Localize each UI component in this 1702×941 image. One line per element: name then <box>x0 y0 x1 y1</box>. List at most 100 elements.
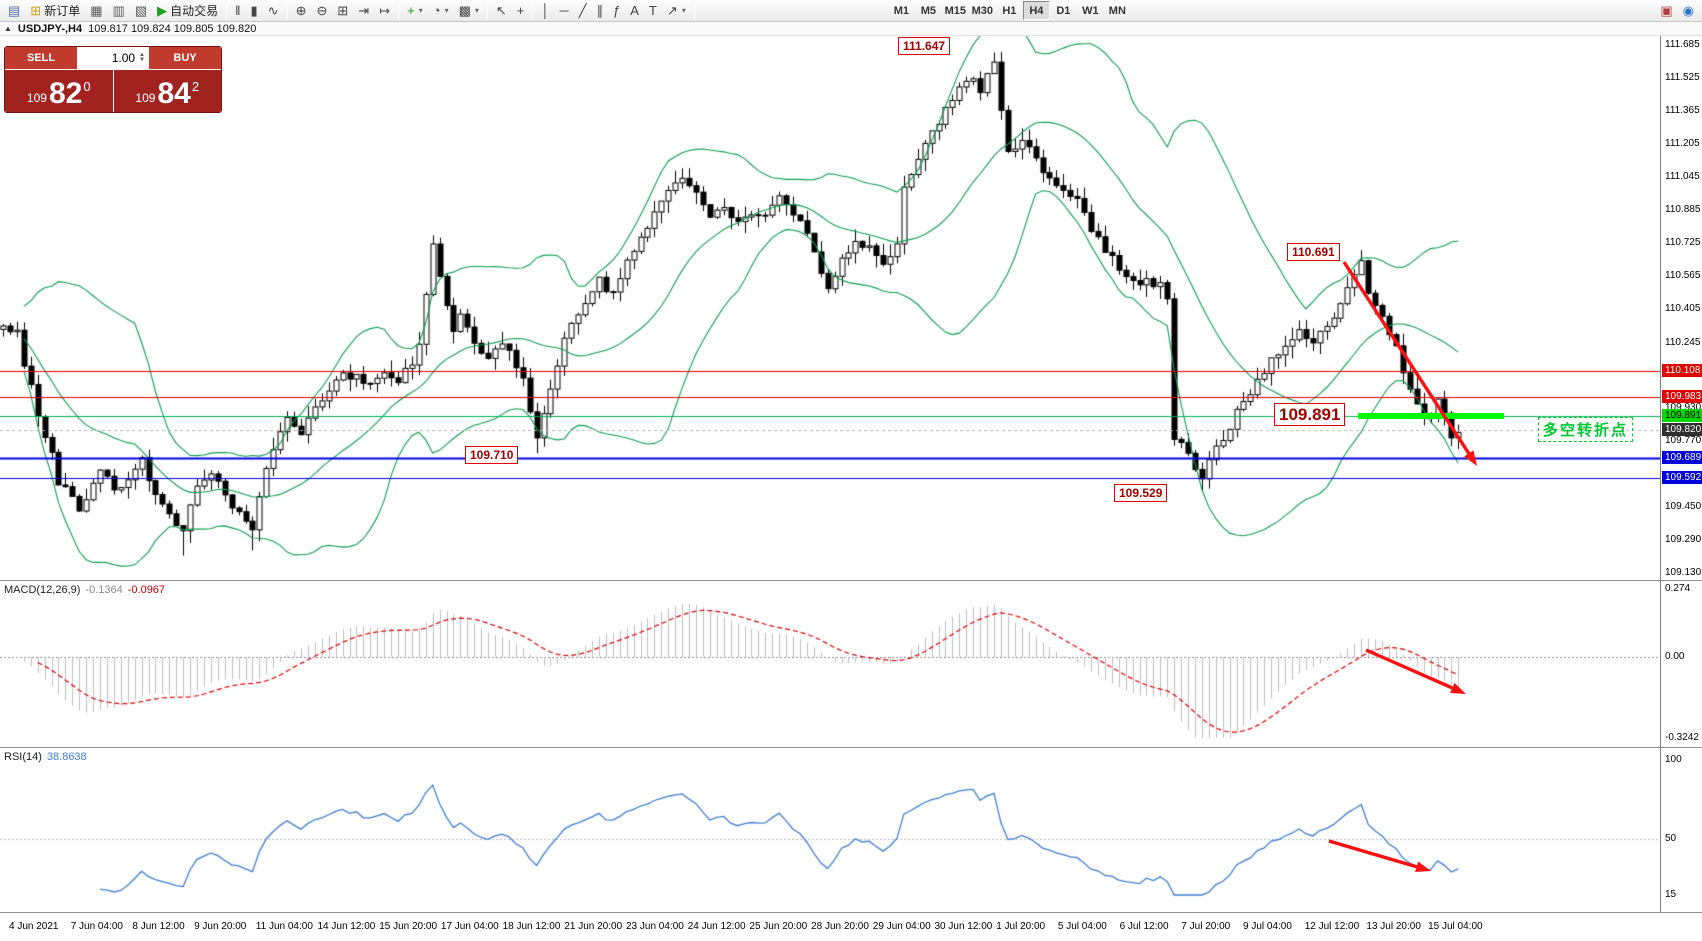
lot-decrease-icon[interactable]: ▼ <box>139 57 145 63</box>
toolbar-separator <box>226 2 228 19</box>
timeframe-w1-button[interactable]: W1 <box>1077 1 1104 20</box>
trendline-button[interactable]: ╱ <box>574 1 592 21</box>
templates-button[interactable]: ▩ ▾ <box>454 1 484 21</box>
rsi-value: 38.8638 <box>46 751 87 763</box>
time-axis-label: 11 Jun 04:00 <box>255 921 313 932</box>
horizontal-line-button[interactable]: ─ <box>555 1 574 21</box>
navigator-button[interactable]: ▧ <box>130 1 152 21</box>
fibonacci-button[interactable]: ƒ <box>608 1 625 21</box>
chart-window-button[interactable]: ▣ <box>1655 1 1677 21</box>
price-axis-badge: 109.891 <box>1662 408 1702 422</box>
toolbar: ▤ ⊞ 新订单 ▦ ▥ ▧ ▶ 自动交易 ‖ ▮ ∿ ⊕ ⊖ ⊞ ⇥ ↦ + ▾ ◔ ▾ ▩ ▾ ↖ + │ ─ ╱ ∥ ƒ A T ↗ ▾ M1… <box>0 0 1702 22</box>
chart-shift-button[interactable]: ↦ <box>374 1 395 21</box>
timeframe-h4-button[interactable]: H4 <box>1022 1 1050 20</box>
time-axis-label: 18 Jun 12:00 <box>502 921 561 932</box>
price-axis-label: 109.130 <box>1665 567 1702 579</box>
data-window-button[interactable]: ▥ <box>108 1 130 21</box>
price-axis-label: 109.450 <box>1665 501 1702 513</box>
timeframe-mn-button[interactable]: MN <box>1104 1 1131 20</box>
arrows-button[interactable]: ↗ ▾ <box>662 1 691 21</box>
tile-windows-button[interactable]: ⊞ <box>332 1 353 21</box>
help-button[interactable]: ◉ <box>1678 1 1699 21</box>
macd-value: -0.1364 <box>85 584 123 596</box>
cursor-button[interactable]: ↖ <box>491 1 512 21</box>
zoom-out-button[interactable]: ⊖ <box>311 1 332 21</box>
chart-window-icon: ▣ <box>1660 3 1673 18</box>
price-annotation-label[interactable]: 110.691 <box>1287 243 1340 261</box>
periods-button[interactable]: ◔ ▾ <box>428 1 454 21</box>
macd-panel-canvas[interactable] <box>0 581 1660 747</box>
autotrading-button[interactable]: ▶ 自动交易 <box>152 1 223 21</box>
toolbar-separator <box>693 2 695 19</box>
turning-point-annotation-label[interactable]: 多空转折点 <box>1538 417 1634 442</box>
new-chart-icon: ▤ <box>8 3 21 18</box>
text-label-button[interactable]: T <box>644 1 662 21</box>
price-axis-label: 111.205 <box>1665 137 1700 149</box>
price-annotation-label[interactable]: 111.647 <box>898 37 951 55</box>
time-axis-label: 13 Jul 20:00 <box>1366 921 1421 932</box>
candlestick-chart-button[interactable]: ▮ <box>246 1 263 21</box>
one-click-trading-panel: SELL 1.00 ▲ ▼ BUY 109 82 0 109 84 2 <box>4 46 222 113</box>
time-axis-label: 15 Jun 20:00 <box>379 921 438 932</box>
crosshair-button[interactable]: + <box>512 1 530 21</box>
fibonacci-icon: ƒ <box>613 3 621 18</box>
new-order-button[interactable]: ⊞ 新订单 <box>25 1 85 21</box>
crosshair-icon: + <box>516 3 525 18</box>
bar-chart-button[interactable]: ‖ <box>230 1 245 21</box>
chevron-down-icon: ▾ <box>681 6 686 15</box>
buy-price-display[interactable]: 109 84 2 <box>113 70 221 112</box>
price-axis-label: 111.365 <box>1665 104 1700 116</box>
zoom-in-button[interactable]: ⊕ <box>291 1 312 21</box>
price-annotation-label[interactable]: 109.891 <box>1274 403 1346 426</box>
timeframe-m15-button[interactable]: M15 <box>942 1 969 20</box>
help-icon: ◉ <box>1682 3 1694 18</box>
rsi-panel-canvas[interactable] <box>0 748 1660 912</box>
time-axis-label: 12 Jul 12:00 <box>1304 921 1360 932</box>
timeframe-m30-button[interactable]: M30 <box>969 1 996 20</box>
lot-size-field[interactable]: 1.00 ▲ ▼ <box>78 47 148 69</box>
text-label-icon: T <box>648 3 657 18</box>
main-price-chart-canvas[interactable] <box>0 36 1660 580</box>
vertical-line-button[interactable]: │ <box>536 1 554 21</box>
price-axis[interactable]: 111.685 111.525 111.365 111.205 111.045 110.8… <box>1660 36 1702 912</box>
toolbar-separator <box>286 2 288 19</box>
time-axis[interactable]: 4 Jun 2021 7 Jun 04:00 8 Jun 12:00 9 Jun 20… <box>0 913 1702 941</box>
sell-price-display[interactable]: 109 82 0 <box>5 70 113 112</box>
price-axis-badge: 109.689 <box>1662 450 1702 464</box>
zoom-out-icon: ⊖ <box>316 3 328 18</box>
line-chart-button[interactable]: ∿ <box>263 1 284 21</box>
market-watch-button[interactable]: ▦ <box>85 1 107 21</box>
timeframe-m1-button[interactable]: M1 <box>888 1 915 20</box>
buy-button[interactable]: BUY <box>149 47 221 69</box>
indicators-button[interactable]: + ▾ <box>402 1 428 21</box>
toolbar-separator <box>532 2 534 19</box>
sell-button[interactable]: SELL <box>5 47 77 69</box>
equidistant-channel-button[interactable]: ∥ <box>592 1 609 21</box>
lot-stepper[interactable]: ▲ ▼ <box>139 52 145 63</box>
auto-scroll-button[interactable]: ⇥ <box>353 1 374 21</box>
rsi-axis-label: 100 <box>1665 754 1682 765</box>
price-axis-label: 110.245 <box>1665 336 1701 348</box>
rsi-name: RSI(14) <box>4 751 42 763</box>
new-chart-button[interactable]: ▤ <box>3 1 25 21</box>
vertical-line-icon: │ <box>541 3 550 18</box>
price-annotation-label[interactable]: 109.710 <box>465 446 519 464</box>
price-axis-label: 111.685 <box>1665 38 1700 50</box>
sell-price-point: 0 <box>83 79 91 94</box>
lot-increase-icon[interactable]: ▲ <box>139 52 145 58</box>
time-axis-label: 4 Jun 2021 <box>9 921 59 932</box>
price-axis-label: 109.770 <box>1665 434 1702 446</box>
equidistant-channel-icon: ∥ <box>596 3 604 18</box>
timeframe-d1-button[interactable]: D1 <box>1050 1 1077 20</box>
chevron-down-icon: ▾ <box>418 6 423 15</box>
timeframe-m5-button[interactable]: M5 <box>915 1 942 20</box>
support-level-highlight[interactable] <box>1358 413 1504 419</box>
time-axis-label: 15 Jul 04:00 <box>1428 921 1483 932</box>
pane-separator[interactable] <box>0 747 1702 748</box>
timeframe-h1-button[interactable]: H1 <box>996 1 1023 20</box>
pane-separator[interactable] <box>0 580 1702 581</box>
pane-separator[interactable] <box>0 912 1702 913</box>
price-annotation-label[interactable]: 109.529 <box>1114 484 1168 502</box>
text-button[interactable]: A <box>625 1 644 21</box>
